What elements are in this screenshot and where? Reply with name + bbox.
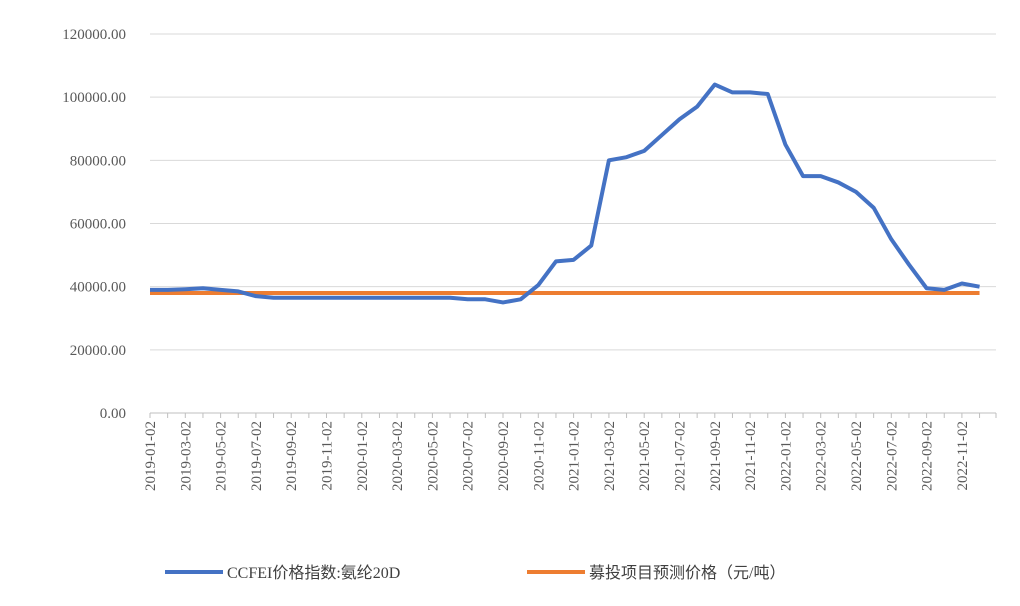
x-tick-label: 2022-05-02	[849, 421, 865, 491]
y-tick-label: 80000.00	[70, 153, 126, 169]
x-tick-label: 2022-03-02	[814, 421, 830, 491]
x-tick-label: 2020-09-02	[496, 421, 512, 491]
x-tick-label: 2021-01-02	[567, 421, 583, 491]
x-tick-label: 2020-07-02	[461, 421, 477, 491]
y-tick-label: 40000.00	[70, 280, 126, 296]
x-tick-label: 2021-07-02	[673, 421, 689, 491]
x-tick-label: 2019-01-02	[143, 421, 159, 491]
y-tick-label: 20000.00	[70, 343, 126, 359]
y-tick-label: 100000.00	[62, 90, 126, 106]
x-tick-label: 2020-03-02	[390, 421, 406, 491]
x-tick-label: 2020-01-02	[355, 421, 371, 491]
legend-label: CCFEI价格指数:氨纶20D	[227, 564, 400, 582]
legend-label: 募投项目预测价格（元/吨）	[589, 564, 785, 582]
x-tick-label: 2019-11-02	[320, 421, 336, 490]
x-tick-label: 2022-11-02	[955, 421, 971, 490]
x-tick-label: 2021-11-02	[743, 421, 759, 490]
y-tick-label: 120000.00	[62, 27, 126, 43]
x-tick-label: 2021-03-02	[602, 421, 618, 491]
x-tick-label: 2019-09-02	[284, 421, 300, 491]
x-tick-label: 2019-05-02	[214, 421, 230, 491]
y-tick-label: 60000.00	[70, 217, 126, 233]
x-tick-label: 2022-09-02	[920, 421, 936, 491]
y-tick-label: 0.00	[100, 406, 126, 422]
x-tick-label: 2022-07-02	[884, 421, 900, 491]
x-tick-label: 2020-11-02	[531, 421, 547, 490]
x-tick-label: 2021-05-02	[637, 421, 653, 491]
x-tick-label: 2020-05-02	[425, 421, 441, 491]
x-tick-label: 2019-03-02	[178, 421, 194, 491]
series-line	[150, 82, 980, 305]
x-tick-label: 2019-07-02	[249, 421, 265, 491]
x-tick-label: 2022-01-02	[778, 421, 794, 491]
x-tick-label: 2021-09-02	[708, 421, 724, 491]
